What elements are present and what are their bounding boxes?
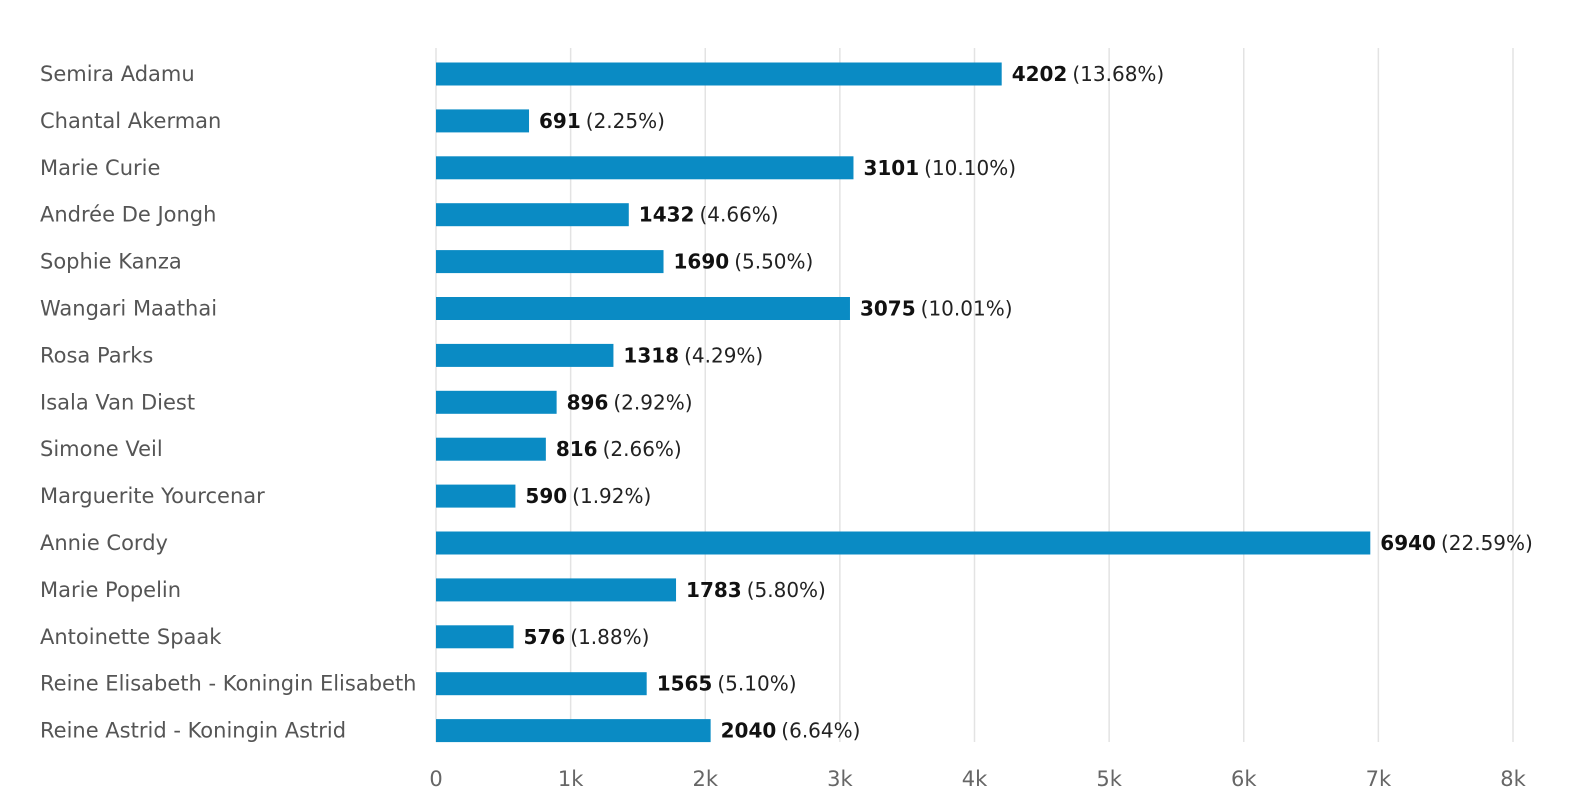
category-label: Chantal Akerman (40, 109, 221, 133)
bar (436, 625, 514, 649)
percent-label: (6.64%) (781, 719, 860, 743)
value-label: 576 (524, 625, 566, 649)
x-tick-label: 8k (1500, 767, 1526, 791)
value-label: 2040 (721, 719, 777, 743)
category-label: Wangari Maathai (40, 297, 217, 321)
value-label: 1318 (623, 343, 679, 367)
category-label: Antoinette Spaak (40, 625, 222, 649)
category-label: Reine Elisabeth - Koningin Elisabeth (40, 672, 417, 696)
data-label: 2040 (6.64%) (721, 719, 861, 743)
data-label: 3101 (10.10%) (863, 156, 1016, 180)
category-label: Marie Curie (40, 156, 160, 180)
data-label: 4202 (13.68%) (1012, 62, 1165, 86)
bar (436, 297, 850, 320)
x-tick-label: 2k (692, 767, 718, 791)
bar (436, 390, 557, 414)
percent-label: (4.66%) (699, 203, 778, 227)
bar (436, 437, 546, 461)
category-label: Reine Astrid - Koningin Astrid (40, 719, 346, 743)
bar (436, 484, 516, 508)
bar (436, 250, 664, 274)
value-label: 816 (556, 437, 598, 461)
bar (436, 203, 629, 227)
x-tick-label: 0 (429, 767, 442, 791)
x-tick-label: 4k (962, 767, 988, 791)
data-label: 3075 (10.01%) (860, 297, 1013, 321)
category-label: Marguerite Yourcenar (40, 484, 265, 508)
value-label: 3101 (863, 156, 919, 180)
percent-label: (13.68%) (1072, 62, 1164, 86)
data-label: 896 (2.92%) (567, 390, 693, 414)
percent-label: (5.10%) (717, 672, 796, 696)
bar (436, 719, 711, 743)
value-label: 896 (567, 390, 609, 414)
category-label: Simone Veil (40, 437, 163, 461)
value-label: 1690 (674, 250, 730, 274)
category-label: Semira Adamu (40, 62, 195, 86)
percent-label: (2.25%) (586, 109, 665, 133)
data-label: 1318 (4.29%) (623, 343, 763, 367)
data-label: 576 (1.88%) (524, 625, 650, 649)
percent-label: (4.29%) (684, 343, 763, 367)
x-tick-label: 5k (1096, 767, 1122, 791)
x-tick-label: 7k (1366, 767, 1392, 791)
value-label: 4202 (1012, 62, 1068, 86)
data-label: 1565 (5.10%) (657, 672, 797, 696)
x-tick-label: 1k (558, 767, 584, 791)
value-label: 6940 (1380, 531, 1436, 555)
percent-label: (10.10%) (924, 156, 1016, 180)
percent-label: (1.92%) (572, 484, 651, 508)
bar (436, 531, 1371, 555)
data-label: 691 (2.25%) (539, 109, 665, 133)
data-label: 1783 (5.80%) (686, 578, 826, 602)
category-label: Isala Van Diest (40, 390, 195, 414)
percent-label: (5.80%) (747, 578, 826, 602)
percent-label: (2.92%) (613, 390, 692, 414)
value-label: 590 (525, 484, 567, 508)
category-label: Annie Cordy (40, 531, 168, 555)
value-label: 691 (539, 109, 581, 133)
x-axis-ticks: 0 1k 2k 3k 4k 5k 6k 7k 8k (429, 767, 1526, 791)
data-label: 1690 (5.50%) (674, 250, 814, 274)
data-label: 6940 (22.59%) (1380, 531, 1533, 555)
data-label: 590 (1.92%) (525, 484, 651, 508)
bar (436, 672, 647, 696)
bar (436, 578, 677, 602)
value-label: 3075 (860, 297, 916, 321)
category-labels: Semira Adamu Chantal Akerman Marie Curie An… (40, 62, 417, 743)
bar (436, 109, 530, 133)
category-label: Marie Popelin (40, 578, 181, 602)
value-label: 1783 (686, 578, 742, 602)
bar (436, 343, 614, 367)
bar (436, 62, 1002, 86)
data-label: 816 (2.66%) (556, 437, 682, 461)
percent-label: (5.50%) (734, 250, 813, 274)
data-labels: 4202 (13.68%)691 (2.25%)3101 (10.10%)1432 (4… (524, 62, 1533, 743)
value-label: 1432 (639, 203, 695, 227)
x-tick-label: 6k (1231, 767, 1257, 791)
percent-label: (2.66%) (603, 437, 682, 461)
value-label: 1565 (657, 672, 713, 696)
category-label: Sophie Kanza (40, 250, 182, 274)
percent-label: (10.01%) (921, 297, 1013, 321)
bar (436, 156, 854, 180)
data-label: 1432 (4.66%) (639, 203, 779, 227)
bars (436, 62, 1371, 743)
percent-label: (22.59%) (1441, 531, 1533, 555)
category-label: Rosa Parks (40, 343, 153, 367)
x-tick-label: 3k (827, 767, 853, 791)
percent-label: (1.88%) (570, 625, 649, 649)
category-label: Andrée De Jongh (40, 203, 216, 227)
